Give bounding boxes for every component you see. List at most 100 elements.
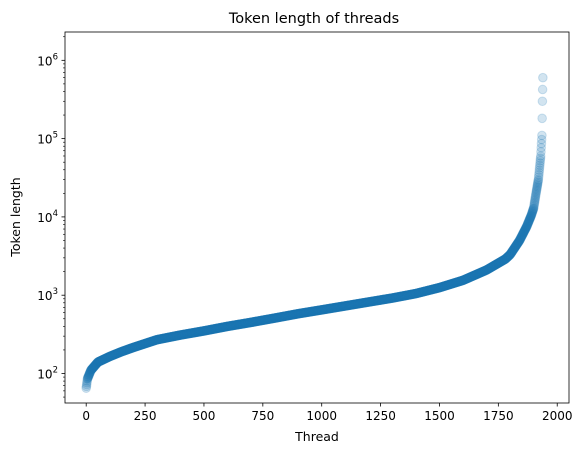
- data-point: [296, 308, 307, 318]
- data-point: [342, 300, 353, 311]
- data-point: [104, 351, 115, 362]
- data-point: [127, 342, 138, 353]
- data-point: [207, 324, 217, 335]
- data-point: [210, 323, 220, 334]
- data-point: [253, 316, 264, 326]
- data-point: [243, 317, 254, 328]
- data-point: [149, 335, 160, 346]
- data-point: [316, 305, 326, 315]
- data-point: [133, 341, 144, 351]
- data-point: [195, 326, 206, 337]
- data-point: [216, 322, 226, 333]
- data-point: [220, 321, 231, 332]
- data-point: [303, 307, 314, 317]
- data-point: [96, 355, 107, 366]
- data-point: [159, 333, 169, 344]
- data-point: [249, 317, 259, 327]
- data-point: [319, 304, 330, 315]
- data-point: [192, 327, 202, 337]
- data-point: [328, 303, 339, 313]
- data-point: [356, 298, 366, 309]
- data-point: [187, 328, 198, 338]
- data-point: [173, 330, 184, 341]
- data-point: [343, 300, 353, 311]
- data-point: [273, 312, 283, 323]
- data-point: [178, 329, 189, 340]
- data-point: [208, 324, 219, 334]
- data-point: [180, 329, 191, 339]
- data-point: [339, 301, 349, 311]
- data-point: [125, 343, 135, 354]
- data-point: [204, 325, 214, 335]
- data-point: [326, 303, 336, 314]
- data-point: [349, 299, 360, 310]
- data-point: [294, 308, 304, 319]
- data-point: [278, 311, 288, 322]
- data-point: [206, 324, 216, 335]
- data-point: [252, 316, 263, 326]
- data-point: [332, 302, 342, 313]
- data-point: [280, 311, 291, 321]
- data-point: [196, 326, 206, 337]
- data-point: [336, 301, 347, 312]
- data-point: [229, 320, 240, 331]
- data-point: [154, 334, 165, 345]
- data-point: [137, 339, 148, 350]
- data-point: [156, 333, 167, 344]
- data-point: [156, 334, 166, 344]
- data-point: [205, 324, 216, 335]
- data-point: [193, 327, 203, 337]
- data-point: [296, 308, 307, 318]
- data-point: [141, 338, 152, 348]
- data-point: [285, 310, 295, 321]
- data-point: [299, 307, 310, 318]
- data-point: [302, 307, 313, 318]
- data-point: [128, 342, 138, 353]
- data-point: [186, 328, 197, 338]
- data-point: [149, 335, 160, 346]
- data-point: [282, 310, 292, 321]
- data-point: [185, 328, 195, 339]
- data-point: [287, 310, 297, 320]
- data-point: [101, 353, 111, 364]
- data-point: [327, 303, 338, 313]
- data-point: [308, 306, 319, 316]
- data-point: [343, 300, 354, 311]
- data-point: [332, 302, 343, 313]
- data-point: [160, 333, 171, 343]
- data-point: [311, 305, 322, 316]
- data-point: [209, 324, 220, 334]
- data-point: [343, 300, 354, 311]
- data-point: [201, 325, 212, 336]
- data-point: [279, 311, 290, 322]
- data-point: [98, 354, 108, 365]
- data-point: [86, 364, 97, 375]
- data-point: [227, 320, 238, 331]
- data-point: [185, 328, 196, 339]
- data-point: [162, 332, 173, 343]
- data-point: [245, 317, 255, 328]
- data-point: [200, 325, 211, 336]
- data-point: [136, 339, 147, 350]
- data-point: [191, 327, 201, 338]
- data-point: [297, 308, 307, 318]
- data-point: [253, 316, 264, 326]
- data-point: [96, 355, 106, 366]
- data-point: [207, 324, 218, 335]
- data-point: [218, 322, 229, 332]
- data-point: [360, 297, 370, 308]
- data-point: [269, 313, 280, 323]
- data-point: [318, 304, 328, 315]
- x-axis-ticks: 0 250 500 750 1000 1250 1500 1750 2000: [82, 403, 572, 423]
- data-point: [246, 317, 257, 328]
- data-point: [184, 328, 194, 339]
- data-point: [193, 327, 203, 337]
- data-point: [321, 304, 332, 314]
- data-point: [141, 338, 151, 349]
- data-point: [150, 335, 161, 345]
- data-point: [293, 308, 304, 319]
- data-point: [337, 301, 348, 312]
- data-point: [168, 331, 178, 342]
- data-point: [293, 308, 303, 319]
- data-point: [107, 350, 118, 361]
